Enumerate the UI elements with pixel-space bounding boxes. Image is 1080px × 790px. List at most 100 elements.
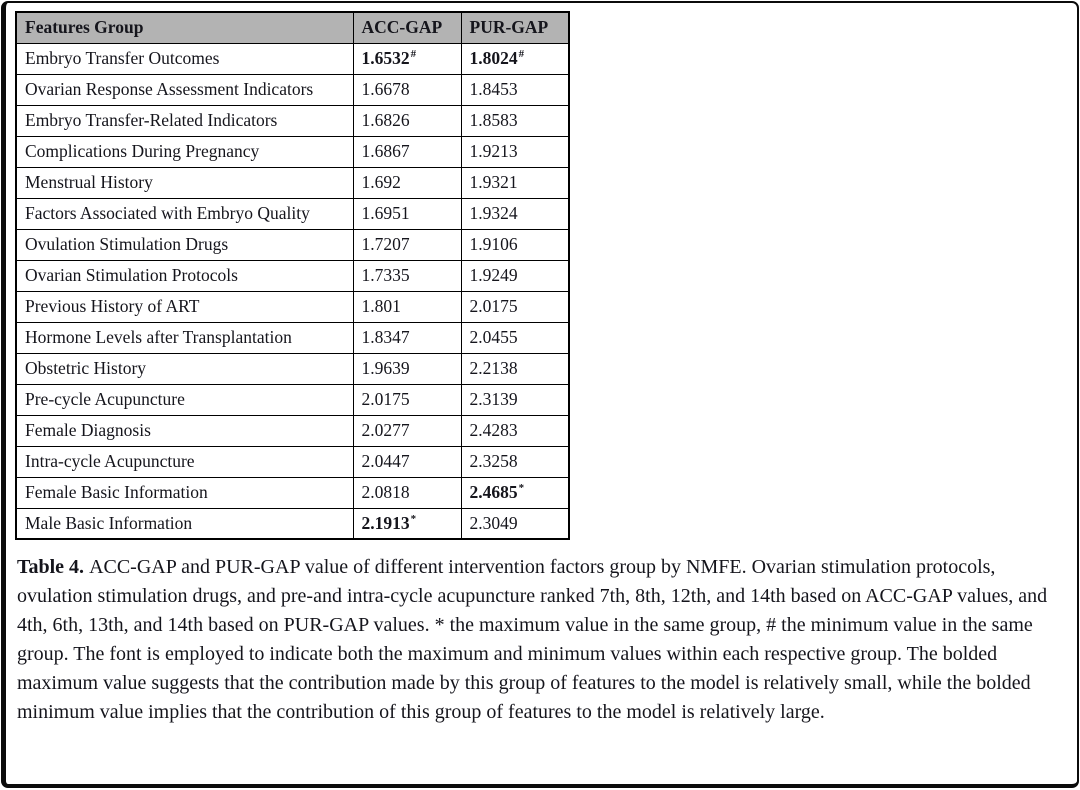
value-text: 2.0277 [361, 420, 410, 440]
feature-group-cell: Previous History of ART [15, 290, 354, 323]
pur-gap-value-cell: 2.3139 [460, 383, 570, 416]
value-text: 1.6951 [361, 203, 410, 223]
pur-gap-value-cell: 2.0455 [460, 321, 570, 354]
pur-gap-value-cell: 2.2138 [460, 352, 570, 385]
feature-group-cell: Embryo Transfer-Related Indicators [15, 104, 354, 137]
acc-gap-value-cell: 1.692 [352, 166, 462, 199]
table-row: Obstetric History 1.9639 2.2138 [15, 352, 570, 385]
value-text: 1.7335 [361, 265, 410, 285]
table-row: Male Basic Information 2.1913* 2.3049 [15, 507, 570, 540]
feature-group-cell: Obstetric History [15, 352, 354, 385]
value-text: 2.0447 [361, 451, 410, 471]
pur-gap-value-cell: 1.9324 [460, 197, 570, 230]
value-text: 1.7207 [361, 234, 410, 254]
table-row: Intra-cycle Acupuncture 2.0447 2.3258 [15, 445, 570, 478]
feature-group-cell: Male Basic Information [15, 507, 354, 540]
table-row: Complications During Pregnancy 1.6867 1.92… [15, 135, 570, 168]
value-text: 2.0818 [361, 482, 410, 502]
table-row: Pre-cycle Acupuncture 2.0175 2.3139 [15, 383, 570, 416]
value-text: 2.4283 [469, 420, 518, 440]
feature-group-cell: Intra-cycle Acupuncture [15, 445, 354, 478]
feature-group-cell: Factors Associated with Embryo Quality [15, 197, 354, 230]
table-row: Female Diagnosis 2.0277 2.4283 [15, 414, 570, 447]
acc-gap-value-cell: 2.0277 [352, 414, 462, 447]
pur-gap-value-cell: 2.0175 [460, 290, 570, 323]
acc-gap-value-cell: 2.0175 [352, 383, 462, 416]
value-text: 2.0175 [361, 389, 410, 409]
table-row: Ovarian Response Assessment Indicators 1.… [15, 73, 570, 106]
value-text: 1.9324 [469, 203, 518, 223]
pur-gap-value-cell: 1.9213 [460, 135, 570, 168]
acc-gap-value-cell: 1.6532# [352, 42, 462, 75]
table-header-row: Features Group ACC-GAP PUR-GAP [15, 11, 570, 44]
feature-group-cell: Female Diagnosis [15, 414, 354, 447]
table-row: Ovulation Stimulation Drugs 1.7207 1.9106 [15, 228, 570, 261]
superscript-marker: # [518, 48, 525, 61]
feature-group-cell: Ovarian Stimulation Protocols [15, 259, 354, 292]
acc-gap-value-cell: 2.0447 [352, 445, 462, 478]
table-row: Menstrual History 1.692 1.9321 [15, 166, 570, 199]
table-row: Ovarian Stimulation Protocols 1.7335 1.924… [15, 259, 570, 292]
acc-gap-value-cell: 2.0818 [352, 476, 462, 509]
value-text: 1.8347 [361, 327, 410, 347]
feature-group-cell: Menstrual History [15, 166, 354, 199]
results-table: Features Group ACC-GAP PUR-GAP Embryo Tr… [15, 11, 570, 540]
pur-gap-value-cell: 1.9106 [460, 228, 570, 261]
table-row: Female Basic Information 2.0818 2.4685* [15, 476, 570, 509]
value-text: 2.0175 [469, 296, 518, 316]
table-row: Previous History of ART 1.801 2.0175 [15, 290, 570, 323]
value-text: 1.6867 [361, 141, 410, 161]
acc-gap-value-cell: 1.801 [352, 290, 462, 323]
value-text: 1.6678 [361, 79, 410, 99]
table-body: Embryo Transfer Outcomes 1.6532# 1.8024# Ov… [15, 42, 570, 540]
value-text: 1.9249 [469, 265, 518, 285]
acc-gap-value-cell: 1.7335 [352, 259, 462, 292]
feature-group-cell: Female Basic Information [15, 476, 354, 509]
acc-gap-value-cell: 1.8347 [352, 321, 462, 354]
acc-gap-value-cell: 1.6951 [352, 197, 462, 230]
table-row: Embryo Transfer Outcomes 1.6532# 1.8024# [15, 42, 570, 75]
superscript-marker: * [518, 482, 525, 495]
feature-group-cell: Ovarian Response Assessment Indicators [15, 73, 354, 106]
value-text: 2.3139 [469, 389, 518, 409]
caption-text: ACC-GAP and PUR-GAP value of different i… [17, 556, 1048, 723]
acc-gap-value-cell: 1.6867 [352, 135, 462, 168]
pur-gap-value-cell: 2.3049 [460, 507, 570, 540]
pur-gap-value-cell: 1.8024# [460, 42, 570, 75]
value-text: 2.1913 [361, 512, 410, 533]
feature-group-cell: Embryo Transfer Outcomes [15, 42, 354, 75]
value-text: 2.3258 [469, 451, 518, 471]
pur-gap-value-cell: 2.3258 [460, 445, 570, 478]
acc-gap-value-cell: 1.6678 [352, 73, 462, 106]
pur-gap-value-cell: 2.4685* [460, 476, 570, 509]
feature-group-cell: Complications During Pregnancy [15, 135, 354, 168]
column-header-pur-gap: PUR-GAP [460, 11, 570, 44]
acc-gap-value-cell: 1.6826 [352, 104, 462, 137]
value-text: 2.2138 [469, 358, 518, 378]
acc-gap-value-cell: 1.7207 [352, 228, 462, 261]
value-text: 1.692 [361, 172, 401, 192]
table-row: Embryo Transfer-Related Indicators 1.6826… [15, 104, 570, 137]
feature-group-cell: Hormone Levels after Transplantation [15, 321, 354, 354]
column-header-acc-gap: ACC-GAP [352, 11, 462, 44]
pur-gap-value-cell: 2.4283 [460, 414, 570, 447]
acc-gap-value-cell: 2.1913* [352, 507, 462, 540]
value-text: 1.6826 [361, 110, 410, 130]
superscript-marker: * [410, 512, 417, 525]
table-caption: Table 4. ACC-GAP and PUR-GAP value of dif… [17, 553, 1073, 727]
pur-gap-value-cell: 1.9249 [460, 259, 570, 292]
table-row: Hormone Levels after Transplantation 1.83… [15, 321, 570, 354]
value-text: 1.8453 [469, 79, 518, 99]
value-text: 2.0455 [469, 327, 518, 347]
value-text: 1.6532 [361, 48, 410, 68]
column-header-features-group: Features Group [15, 11, 354, 44]
value-text: 1.9639 [361, 358, 410, 378]
value-text: 1.9321 [469, 172, 518, 192]
value-text: 1.801 [361, 296, 401, 316]
value-text: 1.8583 [469, 110, 518, 130]
pur-gap-value-cell: 1.8453 [460, 73, 570, 106]
value-text: 2.3049 [469, 512, 518, 533]
feature-group-cell: Pre-cycle Acupuncture [15, 383, 354, 416]
value-text: 1.8024 [469, 48, 518, 68]
